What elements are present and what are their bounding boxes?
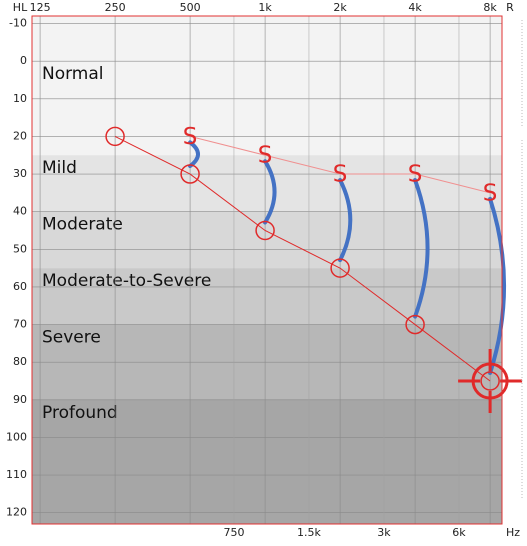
band-label: Normal	[42, 64, 104, 84]
aided-marker: S	[408, 162, 423, 188]
band-label: Moderate-to-Severe	[42, 271, 211, 291]
band-label: Mild	[42, 158, 77, 178]
x-tick-label: 250	[105, 1, 126, 14]
x-tick-label-minor: 6k	[452, 526, 466, 539]
air-conduction-marker	[105, 126, 125, 147]
gain-arc	[188, 140, 201, 169]
y-tick-label: 110	[6, 468, 27, 481]
plot-frame	[31, 15, 503, 525]
y-tick-label: 60	[13, 280, 27, 293]
severity-band	[32, 399, 502, 524]
y-tick-label: -10	[9, 17, 27, 30]
x-tick-label: 500	[180, 1, 201, 14]
y-tick-label: 100	[6, 430, 27, 443]
y-tick-label: 50	[13, 242, 27, 255]
band-label: Moderate	[42, 215, 123, 235]
y-tick-label: 20	[13, 129, 27, 142]
x-tick-label-minor: 1.5k	[297, 526, 321, 539]
band-label: Profound	[42, 403, 118, 423]
y-tick-label: 40	[13, 205, 27, 218]
gain-arc	[263, 159, 277, 225]
air-conduction-marker	[330, 258, 350, 278]
x-tick-label-minor: 3k	[377, 526, 391, 539]
y-tick-label: 90	[13, 393, 27, 406]
air-conduction-marker	[480, 371, 500, 391]
y-tick-label: 70	[13, 318, 27, 331]
aided-marker: S	[258, 143, 273, 169]
ear-label: R	[506, 1, 514, 14]
gain-arc	[488, 196, 507, 376]
selection-crosshair	[458, 349, 523, 414]
aided-marker: S	[483, 180, 498, 206]
series-line	[114, 135, 491, 382]
gain-arc	[413, 178, 430, 319]
aided-marker: S	[183, 124, 198, 150]
air-conduction-marker	[180, 164, 200, 184]
band-label: Severe	[42, 328, 101, 348]
gain-arc	[338, 178, 353, 263]
air-conduction-marker	[405, 314, 425, 335]
aided-marker: S	[333, 162, 348, 188]
y-tick-label: 30	[13, 167, 27, 180]
x-tick-label: 2k	[333, 1, 347, 14]
y-tick-label: 10	[13, 92, 27, 105]
x-tick-label-minor: 750	[223, 526, 244, 539]
air-conduction-marker	[255, 220, 275, 241]
severity-band	[32, 16, 502, 156]
x-tick-label: 1k	[258, 1, 272, 14]
x-tick-label: 4k	[408, 1, 422, 14]
x-tick-label: 125	[30, 1, 51, 14]
y-axis-label: HL	[13, 1, 28, 14]
y-tick-label: 120	[6, 506, 27, 519]
series-line	[189, 135, 491, 194]
y-tick-label: 0	[20, 54, 27, 67]
x-axis-label: Hz	[506, 526, 520, 539]
y-tick-label: 80	[13, 355, 27, 368]
x-tick-label: 8k	[483, 1, 497, 14]
